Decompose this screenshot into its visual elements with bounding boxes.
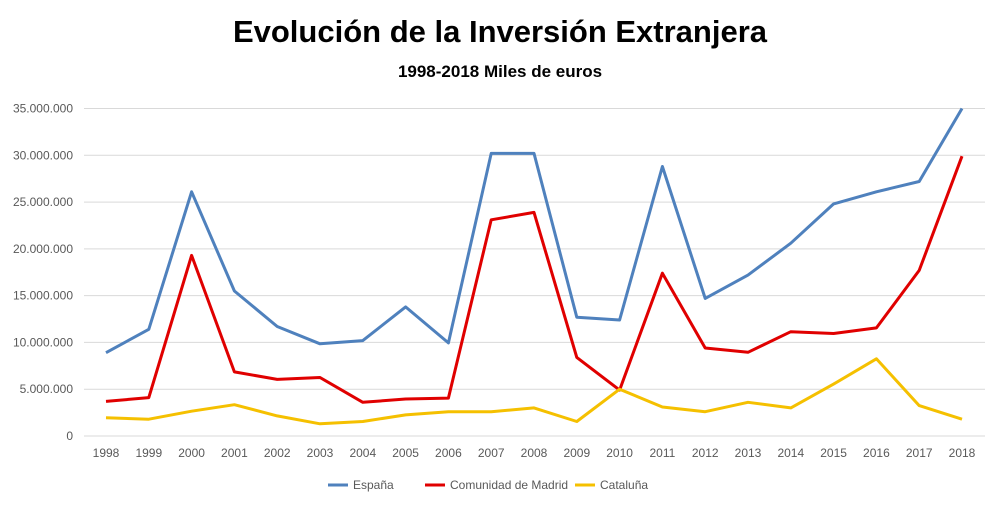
y-tick-label: 25.000.000 [13,195,73,209]
x-tick-label: 2016 [863,446,890,460]
x-tick-label: 2017 [906,446,933,460]
y-tick-label: 20.000.000 [13,242,73,256]
x-tick-label: 2003 [307,446,334,460]
x-tick-label: 2007 [478,446,505,460]
x-tick-label: 2005 [392,446,419,460]
legend-label: España [353,478,394,492]
x-tick-label: 1998 [93,446,120,460]
y-tick-label: 0 [66,429,73,443]
chart-subtitle: 1998-2018 Miles de euros [397,62,603,81]
x-tick-label: 2012 [692,446,719,460]
x-tick-label: 2000 [178,446,205,460]
x-tick-label: 2010 [606,446,633,460]
legend-label: Cataluña [600,478,648,492]
x-tick-label: 2006 [435,446,462,460]
x-tick-label: 1999 [135,446,162,460]
series-line-0 [105,107,964,355]
x-tick-label: 2014 [777,446,804,460]
x-tick-label: 2011 [649,446,675,460]
x-tick-label: 2002 [264,446,291,460]
x-tick-label: 2004 [349,446,376,460]
series-line-1 [105,155,964,404]
y-tick-label: 30.000.000 [13,148,73,162]
x-tick-label: 2008 [521,446,548,460]
x-tick-label: 2015 [820,446,847,460]
x-tick-label: 2018 [949,446,976,460]
x-tick-label: 2009 [563,446,590,460]
x-tick-label: 2001 [221,446,248,460]
x-tick-label: 2013 [735,446,762,460]
legend-label: Comunidad de Madrid [450,478,568,492]
y-tick-label: 35.000.000 [13,102,73,116]
y-tick-label: 5.000.000 [20,382,74,396]
chart-title: Evolución de la Inversión Extranjera [232,14,768,49]
y-tick-label: 10.000.000 [13,335,73,349]
y-tick-label: 15.000.000 [13,289,73,303]
